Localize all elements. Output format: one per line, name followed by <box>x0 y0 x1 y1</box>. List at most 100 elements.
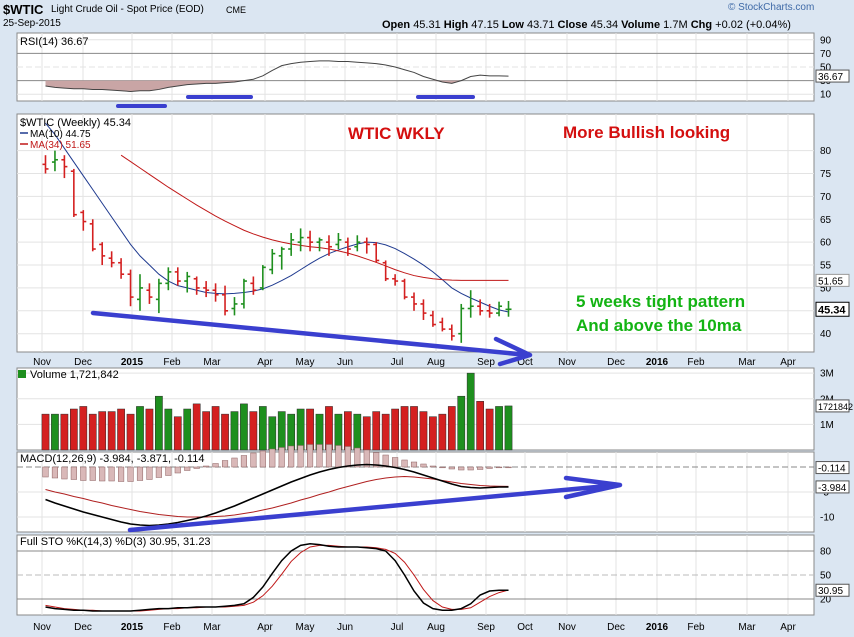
macd-histogram-bar <box>316 444 323 468</box>
macd-histogram-bar <box>335 445 342 468</box>
x-tick-label: 2016 <box>646 357 669 368</box>
volume-bar <box>164 408 173 451</box>
ohlc-bar <box>108 251 115 268</box>
ohlc-bar <box>316 237 323 252</box>
macd-histogram-bar <box>505 466 512 469</box>
x-tick-label: Oct <box>517 357 533 368</box>
ohlc-bar <box>222 285 229 316</box>
macd-histogram-bar <box>382 454 389 468</box>
volume-bar <box>485 408 494 451</box>
x-tick-label: Sep <box>477 357 495 368</box>
macd-histogram-bar <box>448 466 455 470</box>
macd-histogram-bar <box>61 466 68 480</box>
macd-last-tag-box <box>815 480 850 494</box>
volume-bar <box>287 413 296 451</box>
volume-bar <box>400 406 409 451</box>
ohlc-bar <box>325 235 332 256</box>
ohlc-bar <box>259 265 266 291</box>
volume-bar <box>268 416 277 451</box>
macd-histogram-bar <box>136 466 144 481</box>
ohlc-bar <box>61 155 68 179</box>
macd-histogram-bar <box>269 448 276 468</box>
sto-last-tag: 30.95 <box>818 586 843 597</box>
volume-bar <box>249 411 258 451</box>
volume-bar <box>419 411 428 451</box>
macd-histogram-bar <box>420 463 427 468</box>
rsi-y-tick: 10 <box>820 90 832 101</box>
ohlc-bar <box>335 233 342 250</box>
volume-bar <box>381 413 390 451</box>
volume-bar <box>136 406 144 451</box>
price-trendline <box>90 310 531 358</box>
high-value: 47.15 <box>471 19 499 31</box>
sto-k-line <box>45 543 509 612</box>
price-trendline-arrowhead <box>493 336 533 367</box>
volume-y-tick: 3M <box>820 369 834 380</box>
macd-histogram-bar <box>288 445 295 468</box>
rsi-line <box>45 60 509 92</box>
ohlc-bar <box>80 210 87 231</box>
ma34-legend: MA(34) 51.65 <box>30 140 91 151</box>
volume-bar <box>145 408 154 451</box>
volume-bar <box>173 416 182 451</box>
x-tick-label: Feb <box>687 357 705 368</box>
x-tick-label: Apr <box>780 357 796 368</box>
ohlc-bar <box>448 324 455 341</box>
chg-value: +0.02 (+0.04%) <box>715 19 791 31</box>
macd-histogram-bar <box>278 447 285 468</box>
volume-bar <box>230 411 239 451</box>
x-tick-label-bottom: Feb <box>163 622 181 633</box>
ohlc-bar <box>467 290 474 318</box>
ma10-legend: MA(10) 44.75 <box>30 129 91 140</box>
macd-y-tick: -10 <box>820 513 835 524</box>
rsi-last-tag: 36.67 <box>818 72 843 83</box>
macd-histogram-bar <box>89 466 96 481</box>
ma34-line <box>120 154 509 281</box>
volume-bar <box>98 411 107 451</box>
volume-bar <box>79 406 88 451</box>
volume-legend-swatch <box>18 370 26 378</box>
x-tick-label: 2015 <box>121 357 144 368</box>
macd-hist-tag: -0.114 <box>818 464 846 475</box>
price-y-tick: 50 <box>820 283 832 294</box>
open-value: 45.31 <box>413 19 441 31</box>
ohlc-bar <box>136 274 143 311</box>
x-tick-label-bottom: Nov <box>33 622 51 633</box>
ohlc-bar <box>420 299 427 320</box>
low-value: 43.71 <box>526 19 555 31</box>
ohlc-bar <box>99 242 106 266</box>
macd-histogram-bar <box>51 466 58 479</box>
x-tick-label: May <box>296 357 315 368</box>
macd-histogram-bar <box>354 447 361 468</box>
macd-histogram-bar <box>42 466 49 478</box>
macd-histogram-bar <box>259 450 266 468</box>
ohlc-bar <box>240 278 247 309</box>
macd-histogram-bar <box>184 466 191 471</box>
rsi-y-tick: 90 <box>820 35 832 46</box>
ohlc-bar <box>439 317 446 332</box>
volume-bar <box>410 406 418 451</box>
ohlc-bar <box>458 303 465 343</box>
ohlc-bar <box>89 219 96 252</box>
x-tick-label: Jul <box>391 357 404 368</box>
sto-y-tick: 20 <box>820 595 832 606</box>
macd-line <box>45 463 509 527</box>
price-y-tick: 60 <box>820 238 832 249</box>
price-y-tick: 40 <box>820 329 832 340</box>
volume-bar <box>306 408 314 451</box>
volume-bar <box>296 408 305 451</box>
price-y-tick: 55 <box>820 261 832 272</box>
x-tick-label-bottom: Jun <box>337 622 353 633</box>
macd-histogram-bar <box>108 466 115 482</box>
macd-hist-tag-box <box>815 461 850 475</box>
sto-y-tick: 50 <box>820 571 832 582</box>
x-tick-label: Nov <box>33 357 51 368</box>
volume-bar <box>334 413 343 451</box>
volume-bar <box>504 405 513 451</box>
x-tick-label-bottom: 2015 <box>121 622 144 633</box>
volume-legend: Volume 1,721,842 <box>30 369 119 381</box>
volume-value: 1.7M <box>663 19 688 31</box>
macd-histogram-bar <box>80 466 87 481</box>
x-tick-label: Jun <box>337 357 353 368</box>
